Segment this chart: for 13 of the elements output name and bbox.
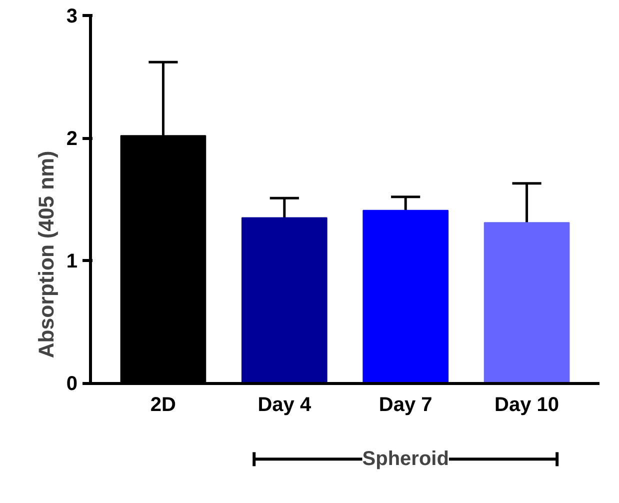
x-tick-label: Day 4 — [258, 394, 312, 416]
x-tick-label: Day 10 — [494, 394, 560, 416]
y-axis-title: Absorption (405 nm) — [34, 150, 58, 358]
x-tick-label: Day 7 — [378, 394, 432, 416]
bar — [362, 210, 449, 384]
bar — [241, 217, 328, 384]
y-tick-label: 2 — [66, 128, 78, 150]
text: Spheroid — [362, 448, 449, 470]
y-tick-label: 1 — [66, 250, 78, 273]
x-tick-label: 2D — [150, 394, 176, 416]
bar — [484, 222, 570, 384]
y-tick-label: 0 — [66, 373, 78, 396]
y-tick-label: 3 — [66, 6, 78, 28]
